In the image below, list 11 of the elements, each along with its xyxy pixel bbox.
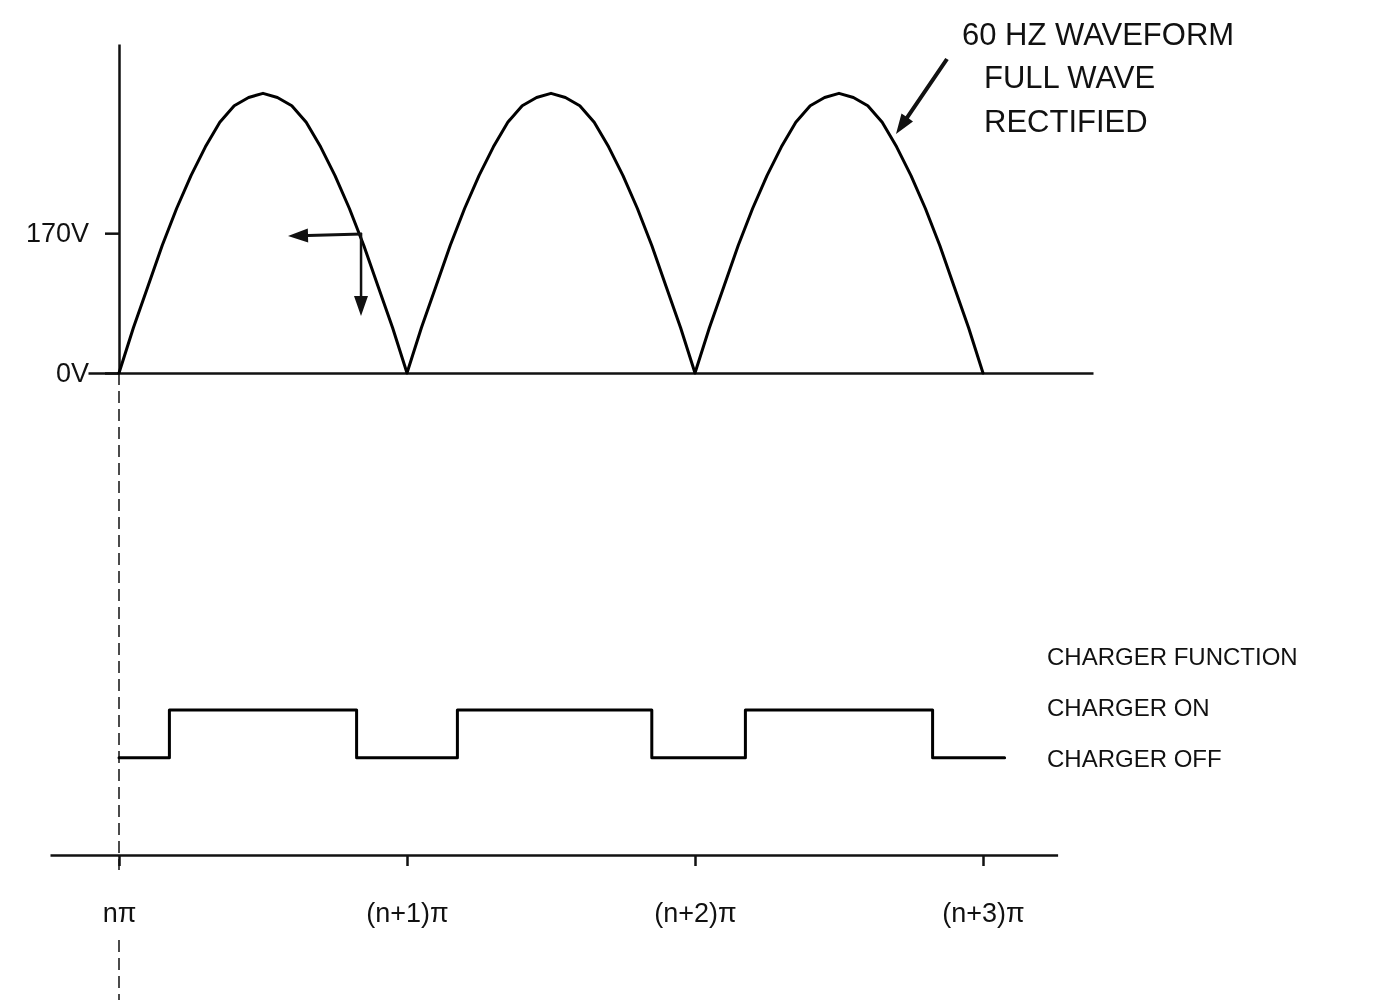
text: CHARGER FUNCTION bbox=[1047, 642, 1298, 670]
x-tick-label: (n+3)π bbox=[942, 898, 1025, 929]
y-tick-label: 0V bbox=[55, 358, 89, 389]
x-tick-label: (n+1)π bbox=[366, 898, 449, 929]
x-tick-label: (n+2)π bbox=[654, 898, 737, 929]
x-tick-label: nπ bbox=[102, 898, 137, 929]
y-tick-label: 170V bbox=[25, 218, 89, 249]
text: CHARGER OFF bbox=[1047, 744, 1222, 772]
line-series bbox=[117, 91, 985, 375]
annotation: 60 HZ WAVEFORM FULL WAVE RECTIFIED bbox=[962, 17, 1235, 139]
text: CHARGER ON bbox=[1047, 693, 1210, 721]
